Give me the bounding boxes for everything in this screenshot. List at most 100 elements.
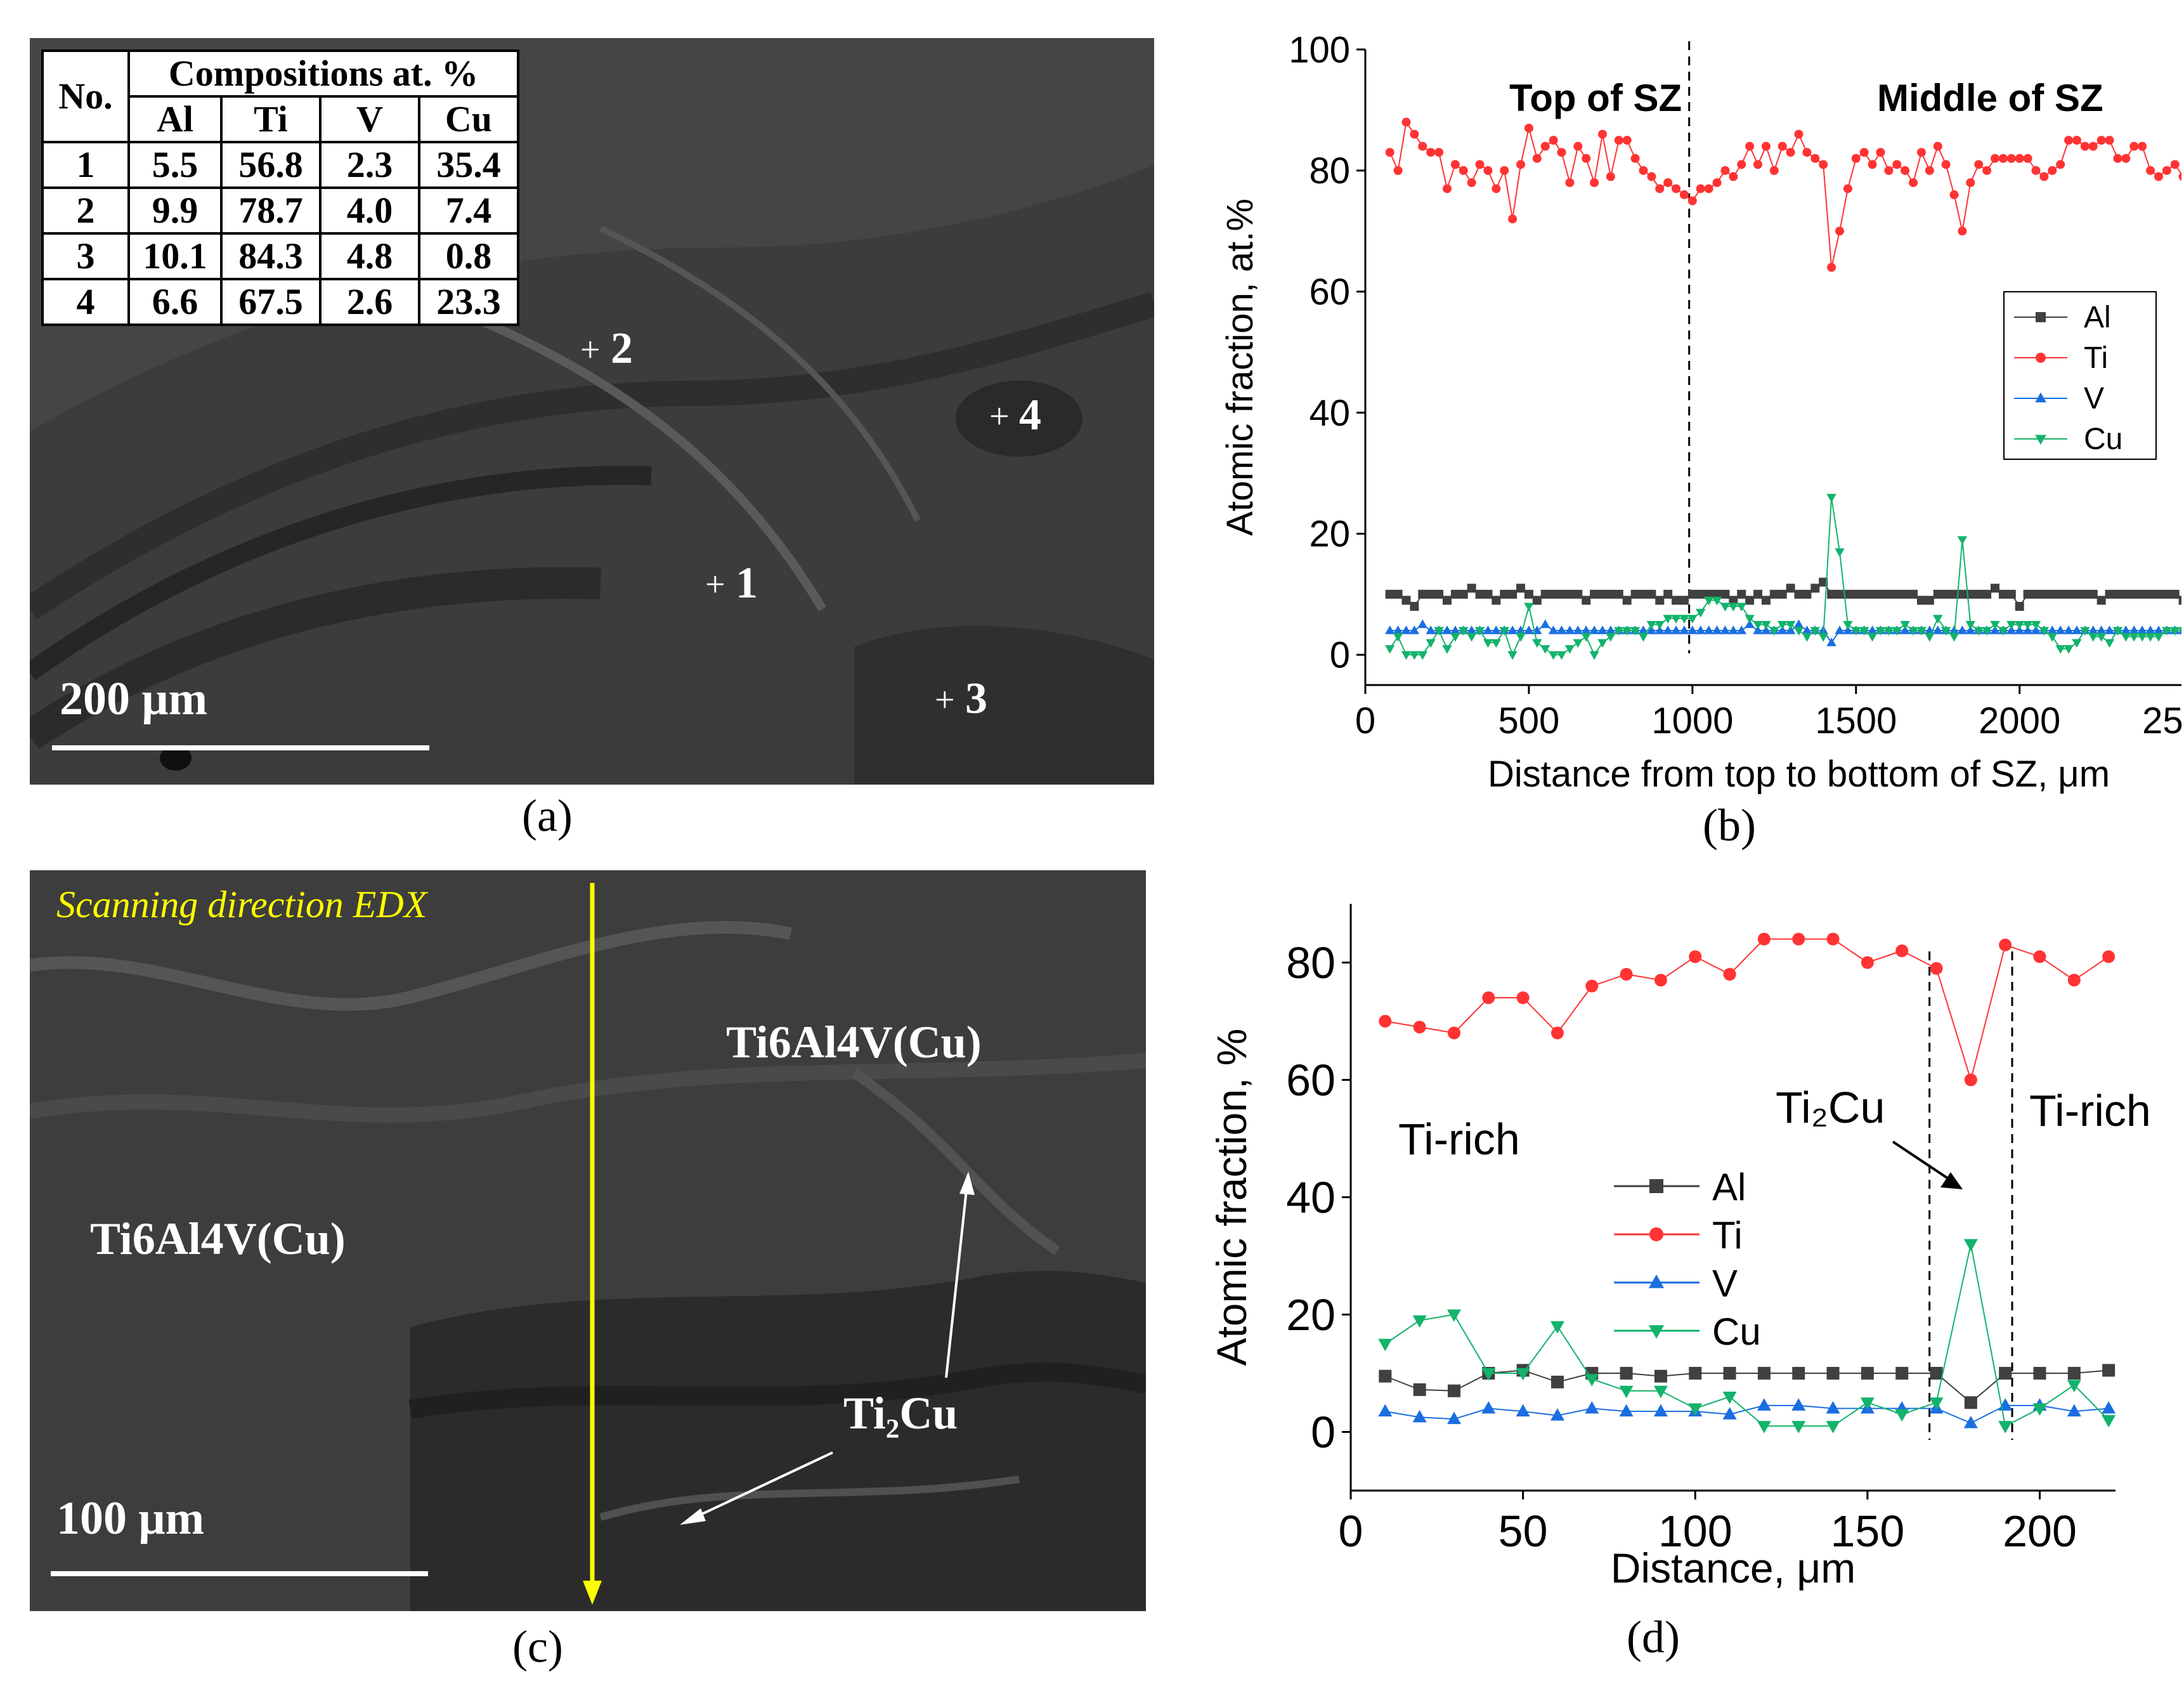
legend-marker-v: [2035, 392, 2046, 403]
table-cell: 84.3: [220, 232, 322, 280]
data-point-cu: [1925, 633, 1935, 642]
data-point-al: [2056, 589, 2065, 599]
data-point-v: [1793, 619, 1804, 629]
x-axis-label: Distance, μm: [1611, 1545, 1856, 1591]
data-point-v: [1687, 625, 1698, 634]
data-point-v: [1409, 625, 1420, 634]
series-line-ti: [1385, 938, 2109, 1083]
data-point-v: [1826, 637, 1836, 646]
data-point-al: [1704, 589, 1713, 599]
data-point-ti: [1393, 166, 1403, 175]
data-point-al: [2113, 589, 2122, 599]
data-point-v: [1646, 625, 1657, 634]
table-cell: 4.8: [319, 232, 420, 280]
data-point-v: [2072, 625, 2082, 634]
data-point-cu: [1835, 548, 1845, 558]
data-point-v: [1745, 619, 1755, 629]
series-line-v: [1385, 1404, 2109, 1424]
data-point-al: [1573, 589, 1583, 599]
data-point-al: [1597, 589, 1607, 599]
data-point-al: [2138, 589, 2147, 599]
data-point-cu: [1556, 651, 1567, 660]
data-point-ti: [1753, 160, 1763, 169]
data-point-v: [1900, 625, 1910, 634]
data-point-ti: [1851, 153, 1861, 163]
data-point-cu: [1933, 615, 1943, 624]
data-point-v: [1712, 625, 1722, 634]
table-cell: 2: [41, 186, 130, 235]
data-point-cu: [1859, 627, 1869, 636]
point-label-3: 3: [965, 674, 987, 723]
annotation-ti-rich-left: Ti-rich: [1398, 1114, 1520, 1164]
data-point-v: [1671, 625, 1681, 634]
data-point-v: [2104, 625, 2115, 634]
data-point-cu: [1446, 1309, 1461, 1322]
data-point-al: [1991, 584, 2000, 593]
data-point-al: [2088, 589, 2098, 599]
data-point-al: [1606, 589, 1615, 599]
legend-marker-v: [1648, 1274, 1665, 1288]
data-point-cu: [1606, 633, 1616, 642]
data-point-ti: [2178, 172, 2181, 181]
data-point-ti: [1696, 184, 1705, 193]
data-point-ti: [1516, 160, 1526, 169]
data-point-v: [1466, 625, 1477, 634]
data-point-ti: [1418, 141, 1427, 151]
data-point-ti: [1401, 117, 1411, 127]
data-point-al: [1757, 1367, 1771, 1380]
data-point-cu: [1802, 633, 1812, 642]
data-point-v: [1556, 625, 1567, 634]
data-point-cu: [1507, 651, 1518, 660]
data-point-ti: [1778, 141, 1787, 151]
data-point-al: [1672, 596, 1681, 605]
x-tick-label: 200: [2003, 1506, 2077, 1556]
caption-a: (a): [522, 790, 573, 841]
data-point-al: [1550, 1375, 1564, 1388]
data-point-al: [1745, 596, 1755, 605]
chart-d: 0 50 100 150 200 0 20 40 60 80 Distance, μm Atomic …: [1208, 904, 2151, 1591]
x-tick-label: 500: [1498, 700, 1560, 741]
data-point-al: [1532, 596, 1542, 605]
annotation-arrowhead: [1940, 1172, 1963, 1189]
x-tick-label: 1500: [1815, 700, 1897, 741]
data-point-v: [1417, 619, 1427, 629]
data-point-ti: [1550, 1026, 1564, 1040]
data-point-ti: [1565, 178, 1575, 187]
data-point-cu: [1875, 627, 1886, 636]
data-point-al: [1737, 589, 1746, 599]
data-point-cu: [1757, 1421, 1771, 1434]
data-point-al: [2154, 589, 2163, 599]
data-point-al: [2064, 589, 2074, 599]
table-header-compositions: Compositions at. %: [127, 49, 519, 98]
data-point-ti: [1916, 148, 1926, 157]
data-point-ti: [1999, 938, 2012, 951]
legend-label-cu: Cu: [1712, 1310, 1761, 1353]
data-point-cu: [1630, 627, 1641, 636]
annotation-arrow: [1892, 1140, 1951, 1181]
x-tick-label: 0: [1355, 700, 1375, 741]
ti2cu-label: Ti₂Cu: [843, 1388, 958, 1439]
data-point-ti: [1450, 160, 1460, 169]
data-point-cu: [2104, 639, 2115, 648]
data-point-al: [1647, 589, 1656, 599]
data-point-ti: [1941, 160, 1951, 169]
point-marker-1: +: [705, 565, 725, 604]
table-cell: 35.4: [418, 141, 519, 189]
caption-b: (b): [1703, 800, 1756, 851]
data-point-v: [2145, 625, 2155, 634]
data-point-ti: [1687, 196, 1697, 206]
data-point-cu: [1818, 633, 1828, 642]
table-cell: 4: [41, 278, 130, 326]
data-point-ti: [1582, 153, 1591, 163]
data-point-cu: [1998, 1421, 2013, 1434]
data-point-cu: [1791, 1421, 1806, 1434]
data-point-v: [1507, 625, 1518, 634]
data-point-ti: [1909, 178, 1918, 187]
legend-label-al: Al: [1712, 1166, 1746, 1208]
data-point-al: [1620, 1367, 1633, 1380]
annotation-top-of-sz: Top of SZ: [1509, 77, 1682, 119]
data-point-al: [1868, 589, 1877, 599]
data-point-cu: [1793, 627, 1804, 636]
data-point-al: [1827, 589, 1836, 599]
data-point-ti: [1672, 184, 1681, 193]
